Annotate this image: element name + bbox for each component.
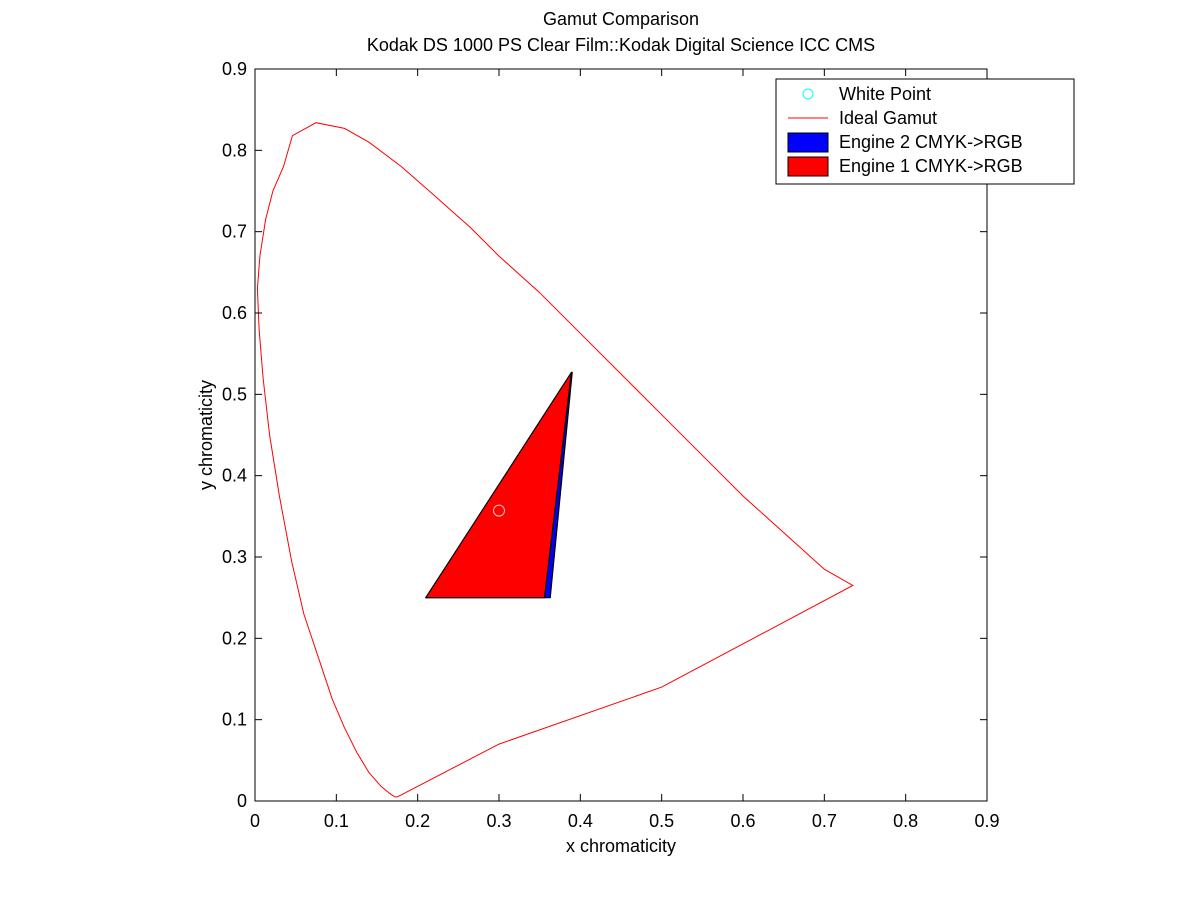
x-tick-label: 0.1	[324, 811, 349, 831]
legend: White Point Ideal Gamut Engine 2 CMYK->R…	[775, 78, 1075, 185]
legend-engine-2-label: Engine 2 CMYK->RGB	[839, 132, 1023, 152]
x-tick-label: 0.2	[405, 811, 430, 831]
y-tick-label: 0.7	[222, 222, 247, 242]
tick-layer: 0 0.1 0.2 0.3 0.4 0.5 0.6 0.7 0.8 0.9 0 0.1 0.2 0.3 0.…	[222, 59, 1000, 831]
x-tick-label: 0.6	[730, 811, 755, 831]
x-tick-label: 0.4	[568, 811, 593, 831]
axes-box	[254, 68, 988, 802]
x-tick-label: 0.8	[893, 811, 918, 831]
y-tick-label: 0.8	[222, 140, 247, 160]
x-tick-label: 0.3	[486, 811, 511, 831]
legend-engine-1-label: Engine 1 CMYK->RGB	[839, 156, 1023, 176]
y-axis-label: y chromaticity	[196, 380, 216, 490]
x-tick-label: 0.9	[974, 811, 999, 831]
series-engine-1-cmyk-rgb-area	[425, 371, 573, 599]
series-ideal-gamut-line	[256, 122, 854, 798]
y-tick-label: 0.5	[222, 384, 247, 404]
legend-engine-2-swatch-icon	[787, 132, 829, 153]
series-layer	[256, 122, 854, 798]
x-axis-label: x chromaticity	[566, 836, 676, 856]
y-tick-label: 0.4	[222, 466, 247, 486]
chart-title: Gamut Comparison	[543, 9, 699, 29]
legend-engine-1-swatch-icon	[787, 156, 829, 177]
white-point-marker	[493, 504, 505, 517]
x-tick-label: 0.5	[649, 811, 674, 831]
y-tick-label: 0.3	[222, 547, 247, 567]
legend-ideal-gamut-label: Ideal Gamut	[839, 108, 937, 128]
y-tick-label: 0.6	[222, 303, 247, 323]
y-tick-label: 0.9	[222, 59, 247, 79]
y-tick-label: 0.2	[222, 628, 247, 648]
plot-area: 0 0.1 0.2 0.3 0.4 0.5 0.6 0.7 0.8 0.9 0 0.1 0.2 0.3 0.…	[222, 59, 1000, 831]
chart-subtitle: Kodak DS 1000 PS Clear Film::Kodak Digit…	[367, 35, 875, 55]
y-tick-label: 0	[237, 791, 247, 811]
x-tick-label: 0.7	[812, 811, 837, 831]
legend-white-point-label: White Point	[839, 84, 931, 104]
legend-white-point-marker-icon	[802, 88, 814, 100]
y-tick-label: 0.1	[222, 710, 247, 730]
x-tick-label: 0	[250, 811, 260, 831]
